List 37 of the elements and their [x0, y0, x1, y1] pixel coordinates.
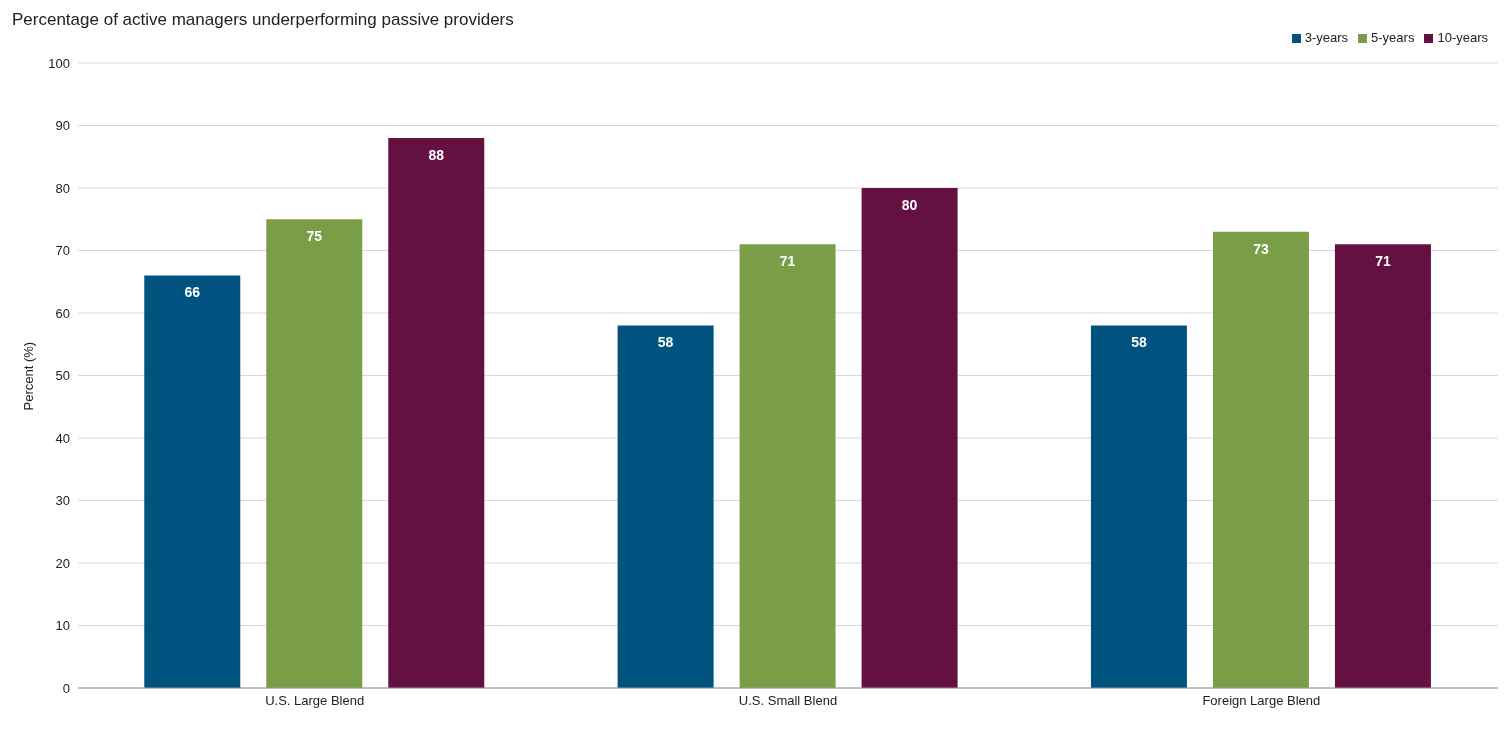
data-label: 58	[657, 334, 674, 351]
data-label: 73	[1253, 240, 1269, 257]
data-label: 66	[184, 284, 201, 301]
x-tick-label: U.S. Small Blend	[738, 693, 838, 709]
bar	[266, 219, 363, 688]
y-tick-label: 60	[55, 305, 70, 321]
bar	[388, 138, 485, 688]
x-tick-label: Foreign Large Blend	[1202, 693, 1321, 709]
legend-label: 10-years	[1437, 30, 1488, 45]
data-label: 58	[1131, 334, 1147, 351]
y-tick-label: 20	[55, 555, 70, 571]
y-tick-label: 70	[55, 243, 70, 259]
data-label: 75	[306, 228, 323, 245]
bar	[739, 244, 836, 688]
y-tick-label: 10	[55, 618, 70, 634]
bar	[617, 325, 714, 688]
x-tick-label: U.S. Large Blend	[265, 693, 365, 709]
bar	[1334, 244, 1431, 688]
legend-label: 5-years	[1371, 30, 1415, 45]
y-tick-label: 100	[48, 55, 70, 71]
y-tick-label: 50	[55, 368, 70, 384]
data-label: 71	[779, 253, 796, 270]
bar	[1090, 325, 1187, 688]
bar	[144, 275, 241, 688]
data-label: 71	[1375, 253, 1391, 270]
y-tick-label: 0	[62, 680, 70, 696]
y-tick-label: 80	[55, 180, 70, 196]
y-tick-label: 90	[55, 118, 70, 134]
chart-title: Percentage of active managers underperforming passive providers	[12, 10, 514, 30]
legend-label: 3-years	[1304, 30, 1349, 45]
data-label: 88	[428, 146, 445, 163]
y-tick-label: 30	[55, 493, 70, 509]
data-label: 80	[901, 196, 918, 213]
bar	[1212, 231, 1309, 688]
y-axis-title: Percent (%)	[20, 341, 36, 411]
y-tick-label: 40	[55, 430, 70, 446]
bar	[861, 188, 958, 688]
